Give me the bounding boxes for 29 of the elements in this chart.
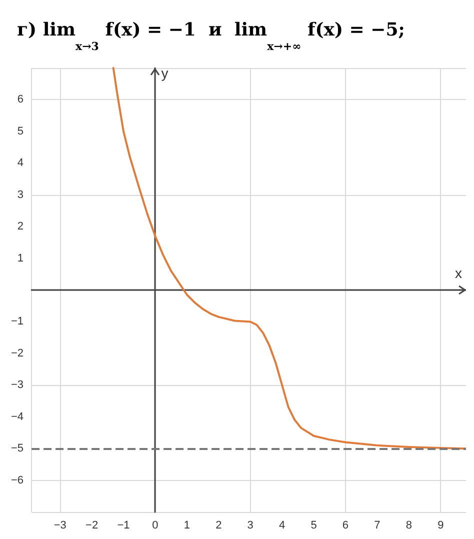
y-tick-label: −3: [10, 379, 24, 392]
x-tick-label: −1: [117, 520, 130, 532]
line-series: [112, 67, 466, 450]
x-tick-label: 5: [310, 520, 317, 532]
x-tick-label: 2: [216, 520, 222, 532]
y-tick-label: −6: [10, 474, 24, 486]
x-tick-label: 0: [152, 520, 158, 532]
y-tick-label: 1: [17, 252, 24, 264]
x-tick-label: 6: [342, 520, 349, 532]
y-tick-label: −2: [10, 347, 24, 360]
x-tick-label: 3: [247, 520, 254, 532]
x-tick-label: −3: [54, 520, 66, 532]
x-tick-label: −2: [86, 520, 98, 532]
y-tick-label: 5: [17, 125, 24, 138]
chart-title: г) limx→3 f(x) = −1 и limx→+∞ f(x) = −5;: [17, 20, 405, 53]
y-tick-label: −1: [10, 316, 24, 328]
y-tick-label: 4: [17, 157, 24, 170]
y-tick-label: 6: [17, 94, 24, 106]
y-tick-label: −4: [10, 410, 24, 423]
y-tick-label: −5: [10, 442, 24, 455]
x-axis-title: x: [455, 265, 462, 281]
y-tick-label: 3: [17, 188, 24, 201]
x-tick-label: 7: [374, 520, 380, 532]
x-tick-label: 1: [184, 520, 190, 532]
y-tick-label: 2: [17, 220, 24, 233]
x-tick-label: 9: [438, 520, 444, 532]
x-tick-label: 4: [279, 520, 286, 532]
y-axis-title: y: [161, 65, 168, 81]
x-tick-label: 8: [406, 520, 412, 532]
